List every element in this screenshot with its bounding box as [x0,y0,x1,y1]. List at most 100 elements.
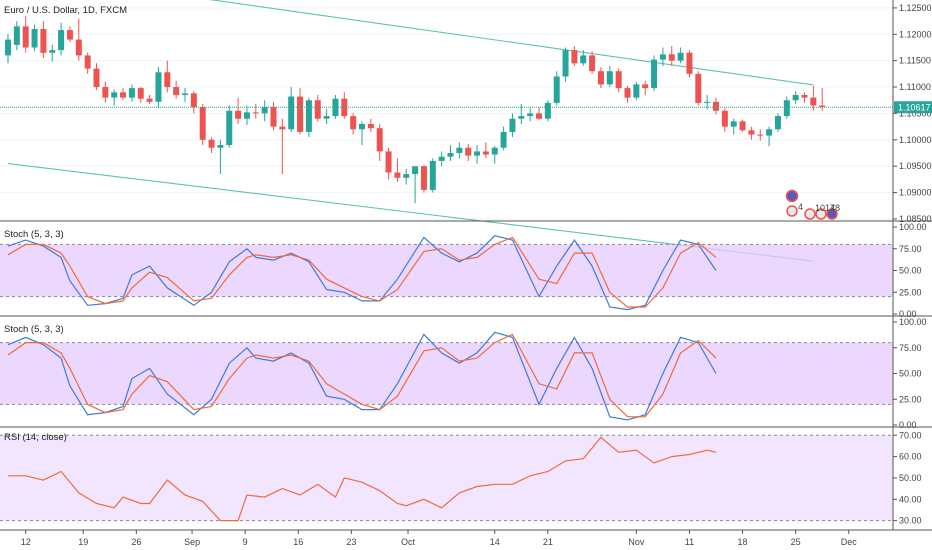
candle[interactable] [677,47,684,64]
candle[interactable] [367,118,374,132]
candle[interactable] [252,103,259,119]
candle[interactable] [217,139,224,175]
candle[interactable] [182,88,188,102]
candle[interactable] [704,94,711,110]
candle[interactable] [606,65,613,88]
candle[interactable] [75,18,82,61]
candle[interactable] [456,142,463,159]
series-line-2[interactable] [7,333,717,418]
candle[interactable] [58,22,65,56]
stoch-panel-1[interactable]: Stoch (5, 3, 3) [0,229,893,311]
candle[interactable] [173,80,180,99]
flag-events-icon[interactable] [786,205,798,217]
candle[interactable] [120,88,127,101]
candle[interactable] [792,91,799,104]
candle[interactable] [571,45,578,66]
candle[interactable] [332,94,339,119]
candle[interactable] [589,51,596,74]
candle[interactable] [465,144,472,161]
candle[interactable] [686,50,693,78]
candle[interactable] [5,34,11,64]
candle[interactable] [536,107,542,120]
candle[interactable] [438,151,445,167]
series-line-2[interactable] [7,236,717,308]
candle[interactable] [31,24,38,52]
flag-events-icon[interactable] [815,208,827,220]
candle[interactable] [350,113,357,135]
candle[interactable] [270,101,277,131]
earnings-circle-icon[interactable] [785,189,799,203]
candle[interactable] [491,146,498,164]
candle[interactable] [385,147,392,180]
candle[interactable] [22,15,29,53]
flag-events-icon[interactable] [804,208,816,220]
candle[interactable] [155,67,162,109]
candle[interactable] [208,137,215,153]
candle[interactable] [668,45,675,66]
candle[interactable] [376,123,383,161]
candle[interactable] [412,166,419,204]
candle[interactable] [359,121,365,146]
candle[interactable] [597,67,604,89]
candle[interactable] [394,158,401,183]
series-line-1[interactable] [7,235,717,311]
candle[interactable] [633,81,640,101]
candle[interactable] [642,80,649,95]
series-line-1[interactable] [7,331,717,421]
candle[interactable] [111,89,118,106]
flag-events-icon[interactable] [826,208,838,220]
candle[interactable] [801,92,808,103]
candle[interactable] [721,108,728,132]
candle[interactable] [774,113,781,132]
candle[interactable] [562,47,569,82]
candle[interactable] [102,81,109,103]
candle[interactable] [323,109,330,124]
candle[interactable] [518,103,525,124]
candle[interactable] [13,21,20,51]
candle[interactable] [810,85,817,111]
price-axis[interactable]: 1.12500 1.12000 1.11500 1.11000 1.10500 1.100… [893,3,932,526]
candle[interactable] [474,145,481,164]
candle[interactable] [739,119,746,132]
candle[interactable] [146,94,153,104]
candle[interactable] [297,88,304,135]
candle[interactable] [164,60,171,93]
candle[interactable] [659,47,666,66]
candle[interactable] [713,97,719,115]
candle[interactable] [420,165,427,193]
candle[interactable] [624,85,631,103]
candle[interactable] [544,100,551,122]
candle[interactable] [226,105,233,148]
candle[interactable] [447,145,454,161]
candle[interactable] [730,118,737,135]
candle[interactable] [93,63,100,90]
candle[interactable] [757,129,764,141]
candle[interactable] [235,97,242,124]
series-line-1[interactable] [8,436,717,522]
candle[interactable] [305,97,312,138]
candle[interactable] [66,26,73,43]
candle[interactable] [243,105,250,126]
candle[interactable] [261,100,268,122]
candle[interactable] [137,87,144,103]
candle[interactable] [403,168,410,185]
candle[interactable] [84,52,91,74]
rsi-panel[interactable]: RSI (14, close) [0,432,893,522]
candle[interactable] [190,91,197,114]
candle[interactable] [500,126,507,151]
candle[interactable] [748,126,755,140]
candle[interactable] [429,158,436,193]
candle[interactable] [553,71,560,106]
candle[interactable] [766,126,773,147]
candle[interactable] [651,55,658,92]
candle[interactable] [49,44,56,62]
time-axis[interactable]: 12 19 26 Sep 9 16 23 Oct 14 21 Nov 11 18 25 Dec [21,530,858,547]
candle[interactable] [279,118,286,175]
candle[interactable] [580,50,587,66]
price-panel[interactable]: Euro / U.S. Dollar, 1D, FXCM 4 10 14 7 8 [0,0,893,262]
candle[interactable] [128,84,135,102]
candle[interactable] [615,68,622,93]
candle[interactable] [314,94,321,122]
candle[interactable] [482,142,489,159]
